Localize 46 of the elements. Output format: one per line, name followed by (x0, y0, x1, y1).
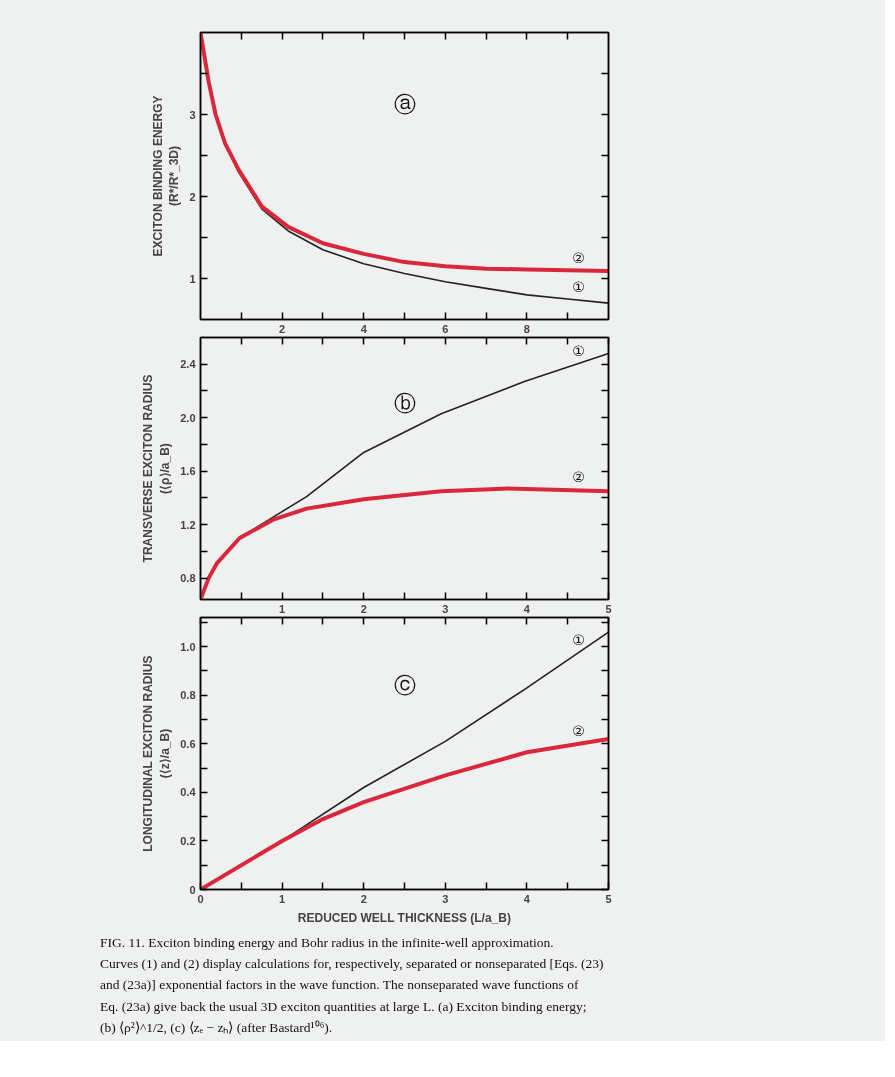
y-tick-label: 2 (189, 190, 196, 203)
y-tick-label: 0 (189, 883, 196, 896)
x-tick-label: 2 (360, 892, 367, 905)
x-tick-label: 3 (442, 892, 449, 905)
annotation: ⓒ (393, 673, 416, 698)
y-tick-label: 0.2 (180, 834, 196, 847)
y-axis-title: LONGITUDINAL EXCITON RADIUS (⟨z⟩/a_B) (141, 655, 173, 852)
y-tick-label: 3 (189, 108, 196, 121)
series-label: ② (572, 249, 585, 266)
x-tick-label: 2 (279, 322, 286, 335)
x-tick-label: 4 (523, 602, 531, 615)
y-tick-label: 0.4 (180, 786, 197, 799)
x-axis-title: REDUCED WELL THICKNESS (L/a_B) (297, 910, 511, 925)
y-tick-label: 1.0 (180, 640, 196, 653)
series-label: ② (572, 469, 585, 486)
y-tick-label: 1 (189, 272, 196, 285)
caption: FIG. 11. Exciton binding energy and Bohr radius in the infinite-well approximation. (100, 935, 554, 952)
text: Eq. (23a) give back the usual 3D exciton quantities at large L. (a) Exciton binding energy; (100, 998, 587, 1015)
series-label: ① (572, 279, 585, 296)
x-tick-label: 5 (605, 892, 612, 905)
text: (b) ⟨ρ²⟩^1/2, (c) ⟨zₑ − zₕ⟩ (after Bastard¹⁰⁶). (100, 1019, 333, 1036)
y-tick-label: 0.8 (180, 572, 196, 585)
series-label: ② (572, 722, 585, 739)
annotation: ⓑ (393, 390, 416, 416)
text: and (23a)] exponential factors in the wave function. The nonseparated wave functions of (100, 977, 579, 994)
x-tick-label: 1 (279, 892, 286, 905)
x-tick-label: 8 (523, 322, 530, 335)
x-tick-label: 4 (523, 892, 531, 905)
y-tick-label: 0.6 (180, 737, 196, 750)
y-tick-label: 2.0 (180, 411, 196, 424)
y-tick-label: 1.2 (180, 518, 196, 531)
series-label: ① (572, 631, 585, 648)
text: Curves (1) and (2) display calculations for, respectively, separated or nonseparated [Eqs. (23) (100, 956, 604, 973)
y-tick-label: 1.6 (180, 465, 196, 478)
y-axis-title: TRANSVERSE EXCITON RADIUS (⟨ρ⟩/a_B) (141, 374, 173, 563)
x-tick-label: 1 (279, 602, 286, 615)
annotation: ⓐ (393, 91, 416, 117)
y-tick-label: 0.8 (180, 689, 196, 702)
x-tick-label: 4 (360, 322, 368, 335)
y-axis-title: EXCITON BINDING ENERGY (R*/R*_3D) (150, 95, 182, 257)
x-tick-label: 2 (360, 602, 367, 615)
x-tick-label: 5 (605, 602, 612, 615)
series-label: ① (572, 342, 585, 359)
y-tick-label: 2.4 (180, 358, 197, 371)
x-tick-label: 6 (442, 322, 449, 335)
x-tick-label: 3 (442, 602, 449, 615)
